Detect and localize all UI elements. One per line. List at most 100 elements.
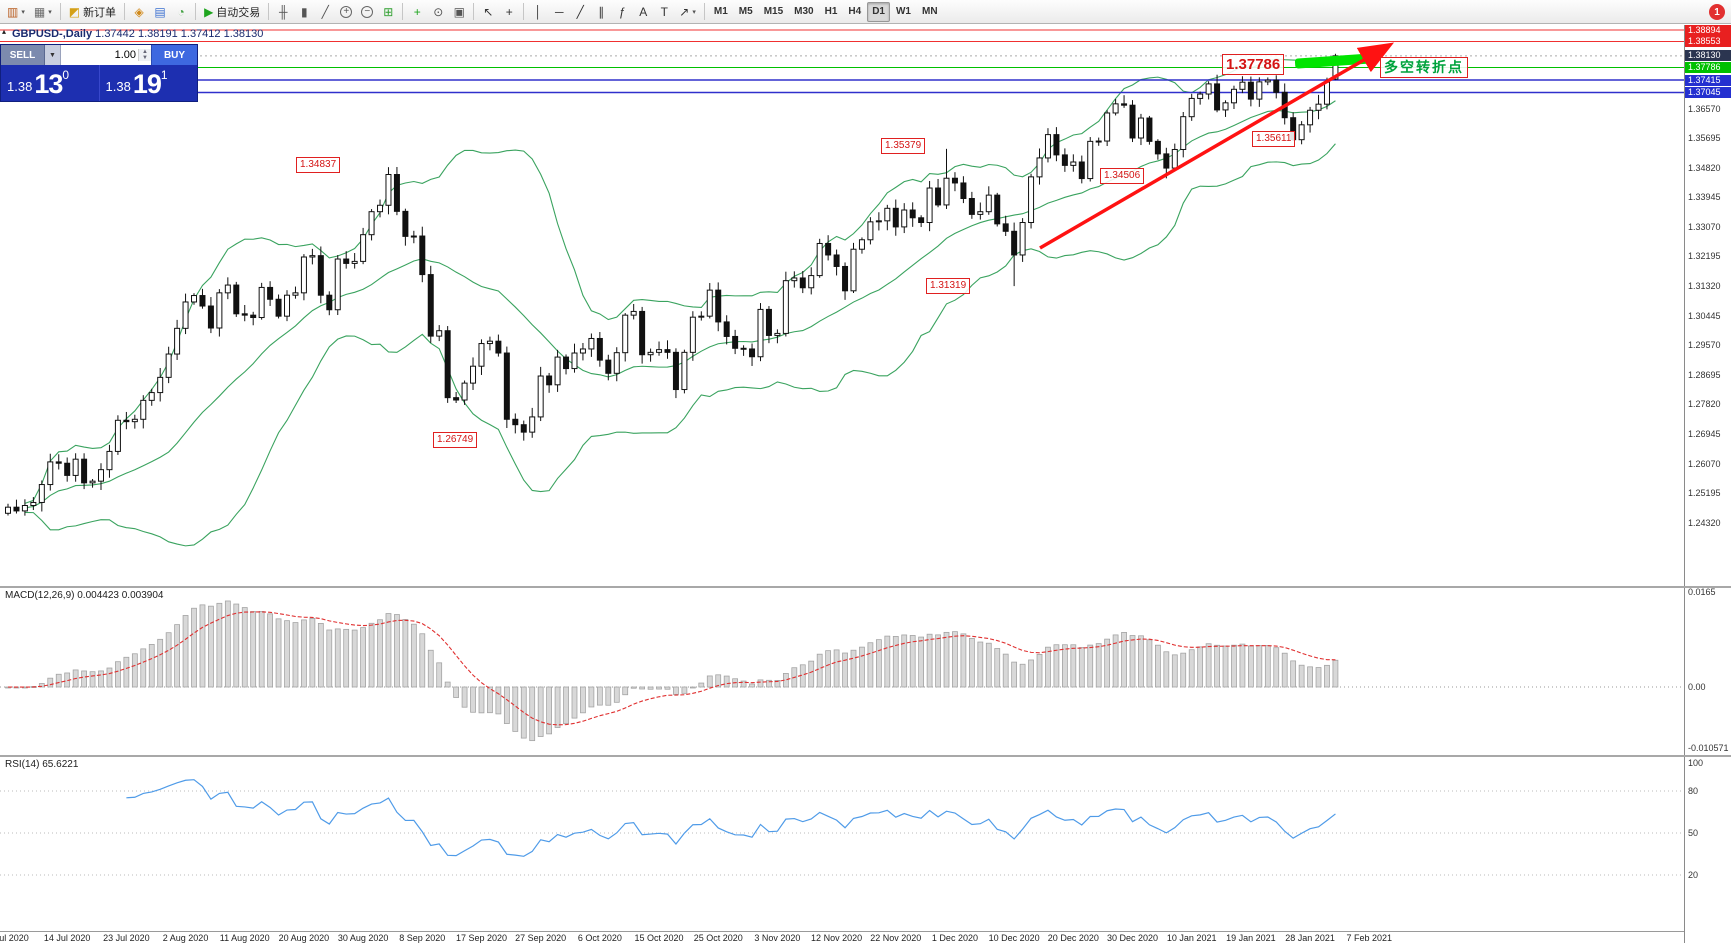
toolbar-bar-chart-mode-button[interactable]: ╫: [273, 2, 293, 22]
volume-up-button[interactable]: ▲: [139, 49, 151, 55]
macd-axis-label: 0.0165: [1688, 587, 1716, 597]
toolbar-separator: [268, 3, 270, 20]
timeframe-w1-button[interactable]: W1: [895, 6, 911, 17]
price-axis-label: 1.24320: [1688, 517, 1721, 528]
rsi-splitter[interactable]: [0, 755, 1731, 757]
toolbar-label-tool-button[interactable]: T: [654, 2, 674, 22]
chart-collapse-icon[interactable]: ▴: [2, 27, 7, 36]
price-axis-tag-blue[interactable]: 1.37045: [1685, 87, 1731, 98]
price-axis-label: 1.28695: [1688, 369, 1721, 380]
toolbar-new-order-button[interactable]: ◩ 新订单: [65, 2, 120, 22]
price-axis-tag-red[interactable]: 1.38894: [1685, 24, 1731, 36]
toolbar-templates-button[interactable]: ▣: [449, 2, 469, 22]
price-axis[interactable]: 1.36570 1.35695 1.34820 1.33945 1.33070 1.321…: [1684, 24, 1731, 943]
sell-price-display[interactable]: 1.38 13 0: [1, 65, 100, 101]
macd-panel[interactable]: [0, 588, 1684, 755]
timeframe-m30-button[interactable]: M30: [794, 6, 814, 17]
toolbar-trendline-tool-button[interactable]: ╱: [570, 2, 590, 22]
toolbar-channel-tool-button[interactable]: ∥: [591, 2, 611, 22]
toolbar-data-window-button[interactable]: ▤: [150, 2, 170, 22]
new-order-label: 新订单: [83, 6, 117, 19]
date-axis-label: 20 Dec 2020: [1047, 933, 1099, 943]
chart-title: GBPUSD-,Daily 1.37442 1.38191 1.37412 1.…: [12, 28, 263, 40]
notification-badge[interactable]: 1: [1709, 4, 1725, 20]
timeframe-h4-button[interactable]: H4: [848, 6, 862, 17]
date-axis-label: 10 Dec 2020: [988, 933, 1040, 943]
rsi-line: [126, 779, 1336, 857]
toolbar-crosshair-button[interactable]: +: [499, 2, 519, 22]
volume-input[interactable]: [61, 48, 138, 62]
toolbar-separator: [59, 3, 61, 20]
cursor-icon: ↖: [483, 4, 494, 19]
price-axis-label: 1.33945: [1688, 192, 1721, 203]
timeframe-m5-button[interactable]: M5: [738, 6, 753, 17]
periods-icon: ⊙: [433, 4, 444, 19]
trend-arrow[interactable]: [1039, 42, 1395, 250]
price-axis-tag-green[interactable]: 1.37786: [1685, 61, 1731, 73]
price-axis-label: 1.31320: [1688, 281, 1721, 292]
timeframe-m15-button[interactable]: M15: [763, 6, 784, 17]
toolbar-profiles-button[interactable]: ▦ ▾: [30, 2, 56, 22]
date-axis-label: 30 Aug 2020: [337, 933, 389, 943]
timeframe-h1-button[interactable]: H1: [824, 6, 838, 17]
navigator-icon: ◔: [177, 4, 185, 19]
line-chart-mode-icon: ╱: [321, 4, 329, 19]
toolbar-periods-button[interactable]: ⊙: [428, 2, 448, 22]
templates-icon: ▣: [453, 4, 465, 19]
price-axis-tag-red[interactable]: 1.38553: [1685, 36, 1731, 48]
toolbar-fibonacci-tool-button[interactable]: ƒ: [612, 2, 632, 22]
chevron-down-icon: ▾: [692, 8, 696, 16]
macd-splitter[interactable]: [0, 586, 1731, 588]
date-axis-label: 30 Dec 2020: [1106, 933, 1159, 943]
volume-down-button[interactable]: ▼: [139, 55, 151, 61]
rsi-axis-label: 100: [1688, 758, 1704, 768]
toolbar-arrows-tool-button[interactable]: ↗ ▾: [675, 2, 700, 22]
sell-price-big: 13: [34, 69, 63, 99]
sell-button[interactable]: SELL: [1, 45, 45, 65]
resistance-highlight[interactable]: [1294, 53, 1374, 69]
toolbar-zoom-in-button[interactable]: +: [336, 2, 356, 22]
toolbar-indicators-button[interactable]: +: [407, 2, 427, 22]
rsi-level-lines: [0, 790, 1684, 876]
date-axis-label: 19 Jan 2021: [1226, 933, 1276, 943]
toolbar-tile-windows-button[interactable]: ⊞: [378, 2, 398, 22]
autotrading-label: 自动交易: [216, 6, 261, 19]
rsi-axis-label: 20: [1688, 870, 1699, 880]
toolbar-market-watch-button[interactable]: ◈: [129, 2, 149, 22]
toolbar-horizontal-line-tool-button[interactable]: ─: [549, 2, 569, 22]
one-click-trading-panel: SELL ▼ ▲ ▼ BUY 1.38 13 0 1.38 19 1: [0, 44, 198, 102]
toolbar-text-tool-button[interactable]: A: [633, 2, 653, 22]
buy-button[interactable]: BUY: [151, 45, 197, 65]
market-watch-icon: ◈: [134, 4, 144, 19]
date-axis-label: 7 Feb 2021: [1346, 933, 1393, 943]
price-axis-tag-blue[interactable]: 1.37415: [1685, 74, 1731, 86]
price-axis-label: 1.34820: [1688, 162, 1721, 173]
toolbar-cursor-button[interactable]: ↖: [478, 2, 498, 22]
toolbar-new-chart-button[interactable]: ▥ ▾: [3, 2, 29, 22]
toolbar-line-chart-mode-button[interactable]: ╱: [315, 2, 335, 22]
toolbar-vertical-line-tool-button[interactable]: │: [528, 2, 548, 22]
zoom-in-icon: +: [340, 5, 353, 18]
data-window-icon: ▤: [154, 4, 166, 19]
toolbar-autotrading-button[interactable]: ▶ 自动交易: [200, 2, 264, 22]
buy-price-display[interactable]: 1.38 19 1: [100, 65, 198, 101]
toolbar-zoom-out-button[interactable]: −: [357, 2, 377, 22]
date-axis-label: 17 Sep 2020: [455, 933, 507, 943]
profiles-icon: ▦: [33, 4, 46, 19]
arrows-tool-icon: ↗: [679, 4, 690, 19]
horizontal-lines[interactable]: [0, 29, 1684, 94]
channel-tool-icon: ∥: [598, 4, 605, 19]
timeframe-m1-button[interactable]: M1: [713, 6, 728, 17]
candlesticks: [5, 53, 1339, 516]
toolbar-navigator-button[interactable]: ◔: [171, 2, 191, 22]
order-type-dropdown[interactable]: ▼: [45, 45, 61, 65]
rsi-panel[interactable]: [0, 757, 1684, 931]
toolbar-candlestick-mode-button[interactable]: ▮: [294, 2, 314, 22]
main-toolbar: ▥ ▾ ▦ ▾ ◩ 新订单 ◈ ▤ ◔ ▶ 自动交易 ╫ ▮ ╱ + − ⊞ + ⊙ ▣ ↖ + │ ─ ╱ ∥ ƒ A T ↗ ▾ M1 M5…: [0, 0, 1731, 24]
date-axis-label: 15 Oct 2020: [634, 933, 684, 943]
price-chart[interactable]: [0, 24, 1684, 586]
timeframe-mn-button[interactable]: MN: [921, 6, 938, 17]
chevron-down-icon: ▾: [21, 8, 25, 16]
timeframe-d1-button[interactable]: D1: [867, 1, 890, 22]
price-axis-tag-bid[interactable]: 1.38130: [1685, 50, 1731, 62]
